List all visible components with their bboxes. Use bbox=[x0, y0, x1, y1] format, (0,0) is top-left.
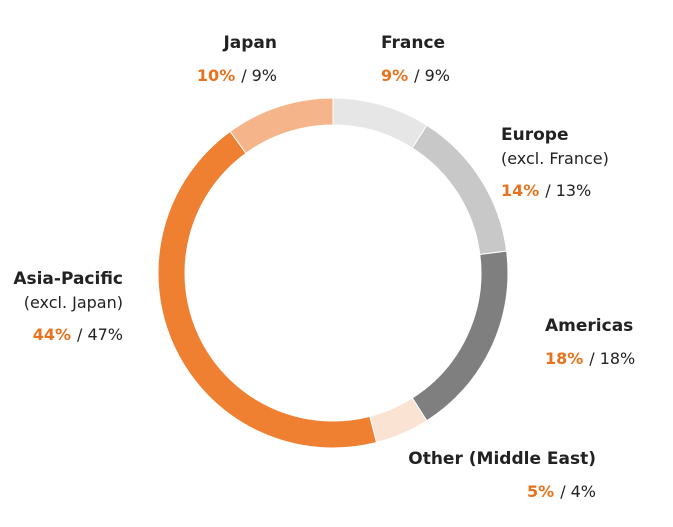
separator: / bbox=[241, 66, 247, 85]
category-label: Asia-Pacific bbox=[13, 269, 123, 289]
segment-label: France 9% / 9% bbox=[381, 33, 450, 85]
donut-segment bbox=[157, 130, 378, 449]
separator: / bbox=[545, 181, 551, 200]
segment-label: Asia-Pacific (excl. Japan) 44% /47% bbox=[13, 269, 123, 344]
value-line: 5% / 4% bbox=[527, 482, 596, 501]
value-line: 14% / 13% bbox=[501, 181, 591, 200]
category-label: Other (Middle East) bbox=[408, 449, 596, 469]
value-label-2: 18% bbox=[600, 349, 636, 368]
donut-segment bbox=[411, 124, 508, 256]
category-label: Americas bbox=[545, 316, 633, 336]
value-line: 9% / 9% bbox=[381, 66, 450, 85]
value-label: 14% bbox=[501, 181, 539, 200]
value-label: 10% bbox=[197, 66, 235, 85]
separator: / bbox=[77, 325, 83, 344]
value-label: 44% bbox=[33, 325, 71, 344]
category-label: Europe bbox=[501, 125, 568, 145]
category-sublabel: (excl. Japan) bbox=[24, 293, 123, 312]
segment-label: Other (Middle East) 5% / 4% bbox=[408, 449, 596, 501]
separator: / bbox=[414, 66, 420, 85]
value-label-2: 9% bbox=[252, 66, 277, 85]
category-label: France bbox=[381, 33, 445, 53]
value-line: 18% / 18% bbox=[545, 349, 635, 368]
category-sublabel: (excl. France) bbox=[501, 149, 609, 168]
donut-segment bbox=[332, 97, 428, 149]
value-label: 5% bbox=[527, 482, 554, 501]
value-label-2: 4% bbox=[571, 482, 596, 501]
value-line: 44% /47% bbox=[33, 325, 123, 344]
donut-segment bbox=[229, 97, 334, 154]
segment-label: Japan 10% / 9% bbox=[197, 33, 277, 85]
value-label-2: 13% bbox=[556, 181, 592, 200]
category-label: Japan bbox=[222, 33, 277, 53]
value-line: 10% / 9% bbox=[197, 66, 277, 85]
separator: / bbox=[560, 482, 566, 501]
separator: / bbox=[589, 349, 595, 368]
value-label-2: 47% bbox=[87, 325, 123, 344]
segment-label: Americas 18% / 18% bbox=[545, 316, 635, 368]
value-label: 18% bbox=[545, 349, 583, 368]
value-label-2: 9% bbox=[425, 66, 450, 85]
donut-segment bbox=[411, 250, 509, 422]
segment-label: Europe (excl. France) 14% / 13% bbox=[501, 125, 609, 200]
value-label: 9% bbox=[381, 66, 408, 85]
